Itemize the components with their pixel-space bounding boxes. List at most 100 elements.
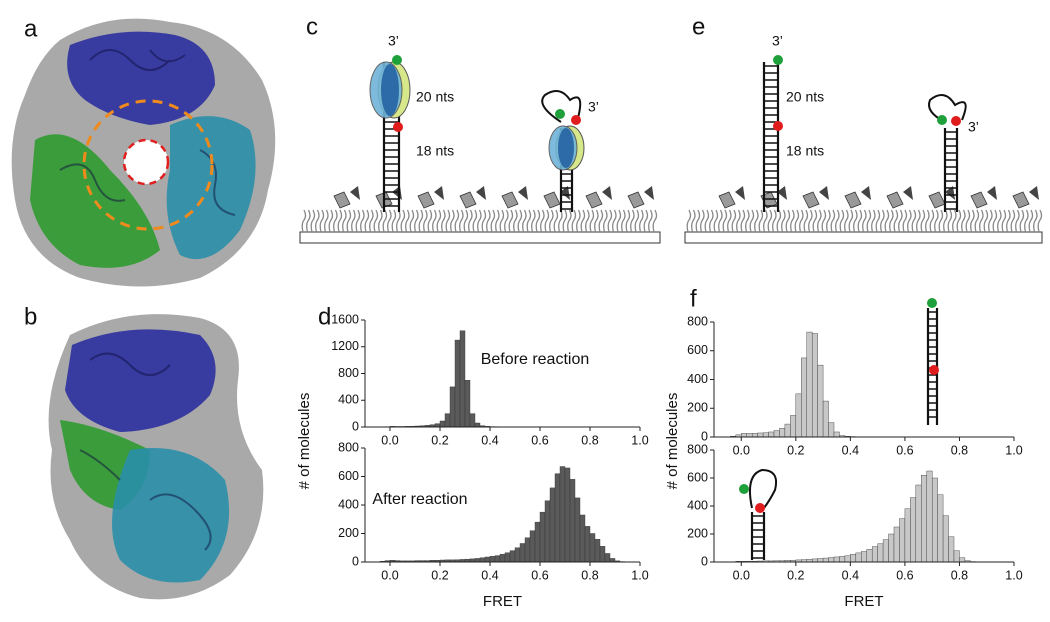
dna-duplex (369, 55, 411, 212)
anchor (434, 186, 444, 200)
bar (584, 526, 591, 563)
bar (959, 557, 966, 563)
base-pairs (928, 311, 937, 418)
surface (299, 186, 661, 244)
bar (479, 557, 486, 563)
bar (534, 521, 541, 563)
bar (504, 552, 511, 563)
x-tick-label: 0.2 (431, 568, 448, 582)
annotation: Before reaction (481, 351, 590, 368)
bar (926, 470, 933, 563)
bar (439, 420, 446, 428)
x-axis-label: FRET (844, 593, 883, 610)
y-tick-label: 0 (352, 419, 359, 433)
bar (795, 393, 802, 438)
slide (299, 231, 661, 244)
length-label: 18 nts (416, 143, 454, 159)
x-tick-label: 0.8 (951, 443, 968, 457)
x-tick-label: 0.0 (733, 568, 750, 582)
bar (877, 543, 884, 563)
x-tick-label: 0.8 (581, 433, 598, 447)
anchor (819, 186, 829, 200)
y-tick-label: 400 (338, 393, 359, 407)
x-tick-label: 1.0 (1005, 568, 1022, 582)
y-tick-label: 600 (687, 343, 708, 357)
bar (499, 553, 506, 563)
protein-structure-a (11, 18, 276, 287)
x-tick-label: 0.8 (951, 568, 968, 582)
y-tick-label: 600 (338, 469, 359, 483)
bar (910, 497, 917, 563)
surface (684, 186, 1043, 244)
bar (888, 533, 895, 563)
base-pairs (752, 515, 764, 559)
bar (790, 415, 797, 438)
bar (544, 500, 551, 563)
panel-label: b (24, 303, 37, 330)
y-tick-label: 0 (352, 554, 359, 568)
y-tick-label: 200 (687, 401, 708, 415)
bar (449, 386, 456, 428)
bar (833, 431, 840, 438)
y-tick-label: 600 (687, 470, 708, 484)
anchor (886, 191, 904, 209)
panel-label: a (24, 15, 38, 42)
base-pairs (764, 65, 778, 207)
bar (454, 339, 461, 428)
x-tick-label: 1.0 (631, 433, 648, 447)
x-tick-label: 0.6 (531, 433, 548, 447)
protein-structure-b (48, 314, 264, 600)
bar (474, 422, 481, 428)
anchor (945, 186, 955, 200)
anchor (417, 191, 435, 209)
x-tick-label: 0.4 (842, 443, 859, 457)
bar (948, 536, 955, 563)
bar (904, 508, 911, 563)
bar (494, 555, 501, 563)
anchor (627, 191, 645, 209)
bar (844, 555, 851, 563)
y-tick-label: 200 (338, 526, 359, 540)
y-tick-label: 1200 (331, 339, 359, 353)
base-pairs (945, 131, 957, 210)
anchor (476, 186, 486, 200)
x-tick-label: 0.0 (381, 568, 398, 582)
x-tick-label: 0.4 (481, 568, 498, 582)
bar (464, 379, 471, 428)
dna-duplex (762, 55, 783, 212)
strand-end-label: 3’ (388, 33, 399, 49)
x-tick-label: 0.0 (733, 443, 750, 457)
anchor (543, 191, 561, 209)
panel-label: e (692, 13, 705, 40)
bar (549, 487, 556, 563)
bar (529, 530, 536, 563)
bar (828, 557, 835, 563)
bar (893, 526, 900, 563)
length-label: 20 nts (416, 89, 454, 105)
bar (773, 430, 780, 438)
bar (866, 549, 873, 563)
y-tick-label: 0 (701, 554, 708, 568)
x-tick-label: 0.0 (381, 433, 398, 447)
bar (871, 546, 878, 563)
bar (554, 473, 561, 563)
anchor (459, 191, 477, 209)
x-tick-label: 0.2 (787, 443, 804, 457)
bar (811, 333, 818, 438)
anchor (501, 191, 519, 209)
bar (953, 550, 960, 563)
x-tick-label: 1.0 (1005, 443, 1022, 457)
x-tick-label: 0.4 (842, 568, 859, 582)
bar (489, 556, 496, 563)
bar (519, 543, 526, 563)
panel-label: d (318, 303, 331, 330)
bar (822, 400, 829, 438)
strand-end-label: 3’ (588, 99, 599, 115)
x-tick-label: 0.2 (787, 568, 804, 582)
bar (762, 432, 769, 438)
bar (784, 423, 791, 438)
y-tick-label: 400 (338, 497, 359, 511)
anchor (518, 186, 528, 200)
bar (806, 331, 813, 438)
